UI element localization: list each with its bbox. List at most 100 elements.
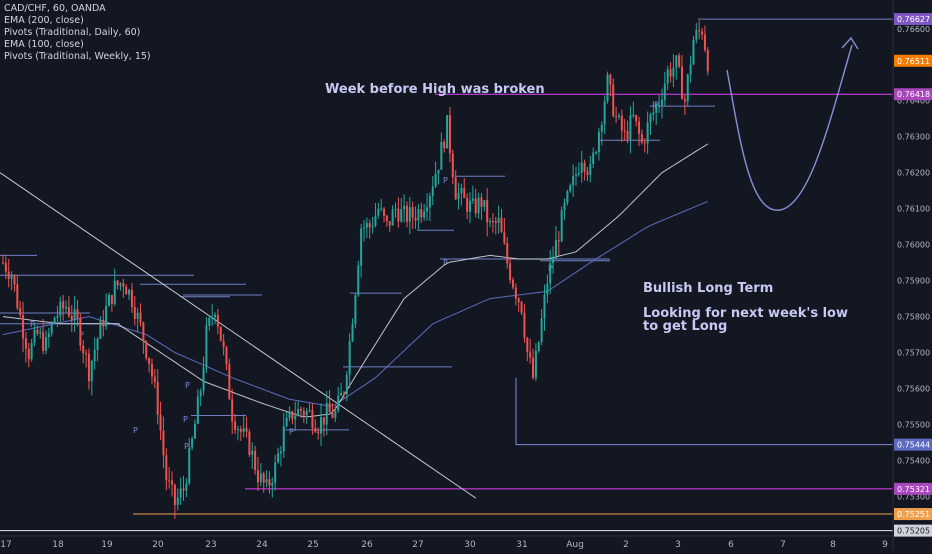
candle-body	[245, 428, 248, 432]
candle-body	[391, 209, 394, 226]
candle-body	[549, 263, 552, 284]
candle-body	[228, 364, 231, 400]
candle-body	[153, 376, 156, 383]
candle-body	[652, 112, 655, 115]
candle-body	[526, 337, 529, 353]
candle-body	[211, 317, 214, 319]
candle-body	[632, 114, 635, 116]
candle-body	[311, 410, 314, 429]
candle-body	[686, 74, 689, 102]
pivot-marker: P	[184, 442, 189, 451]
candle-body	[216, 314, 219, 327]
price-label-text: 0.75205	[897, 527, 930, 536]
ema200-line	[2, 200, 708, 407]
candle-body	[165, 455, 168, 481]
candle-body	[563, 202, 566, 211]
candle-body	[219, 326, 222, 341]
pivot-marker: P	[443, 176, 448, 185]
candle-body	[417, 209, 420, 221]
time-tick-label: 30	[464, 540, 476, 550]
candle-body	[666, 69, 669, 84]
time-tick-label: Aug	[566, 540, 584, 550]
candle-body	[400, 209, 403, 222]
time-tick-label: 6	[728, 540, 734, 550]
candle-body	[145, 341, 148, 358]
candle-body	[30, 342, 33, 360]
candle-body	[128, 289, 131, 295]
candle-body	[368, 222, 371, 228]
candle-body	[254, 450, 257, 471]
candle-body	[489, 221, 492, 223]
candle-body	[176, 497, 179, 505]
price-tick-label: 0.76100	[897, 205, 930, 214]
candle-body	[509, 263, 512, 280]
candle-body	[50, 322, 53, 334]
candle-body	[259, 473, 262, 483]
candle-body	[90, 361, 93, 382]
candle-body	[305, 410, 308, 416]
candle-body	[692, 39, 695, 65]
candle-body	[577, 173, 580, 175]
time-tick-label: 19	[101, 540, 113, 550]
candle-body	[119, 283, 122, 286]
time-tick-label: 20	[152, 540, 164, 550]
candle-body	[282, 426, 285, 452]
candle-body	[173, 484, 176, 505]
price-label-text: 0.75321	[897, 485, 930, 494]
candle-body	[600, 124, 603, 132]
time-tick-label: 9	[882, 540, 888, 550]
candle-body	[231, 399, 234, 422]
time-tick-label: 31	[516, 540, 527, 550]
candle-body	[334, 410, 337, 418]
projection-arrowhead	[841, 36, 859, 50]
price-label-badge	[894, 438, 932, 451]
candle-body	[394, 208, 397, 210]
candle-body	[411, 207, 414, 218]
candle-body	[205, 325, 208, 368]
time-tick-label: 7	[780, 540, 786, 550]
candle-body	[320, 417, 323, 434]
candle-body	[698, 30, 701, 32]
candle-body	[79, 318, 82, 346]
candle-body	[42, 332, 45, 351]
candle-body	[640, 133, 643, 143]
candle-body	[65, 306, 68, 309]
time-tick-label: 24	[256, 540, 268, 550]
candle-body	[44, 337, 47, 351]
pivot-marker: P	[289, 428, 294, 437]
candle-body	[322, 417, 325, 425]
candle-body	[325, 403, 328, 425]
candle-body	[440, 141, 443, 170]
candle-body	[609, 74, 612, 85]
candle-body	[603, 101, 606, 125]
candle-body	[540, 318, 543, 343]
candle-body	[678, 55, 681, 67]
candle-body	[162, 430, 165, 456]
candle-body	[199, 390, 202, 397]
time-tick-label: 27	[412, 540, 423, 550]
candle-body	[606, 74, 609, 102]
candle-body	[514, 287, 517, 299]
candle-body	[520, 302, 523, 313]
candle-body	[575, 174, 577, 177]
candle-body	[623, 130, 626, 132]
price-axis-bg	[893, 0, 932, 550]
candle-body	[251, 450, 254, 456]
candle-body	[615, 116, 618, 118]
candle-body	[142, 322, 145, 342]
candle-body	[655, 105, 658, 113]
candle-body	[191, 438, 194, 448]
price-label-badge	[894, 13, 932, 26]
candle-body	[380, 208, 383, 210]
legend-symbol: CAD/CHF, 60, OANDA	[4, 3, 106, 14]
candle-body	[569, 185, 572, 192]
candle-body	[171, 480, 174, 485]
candle-body	[703, 34, 706, 51]
candle-body	[371, 225, 374, 228]
candle-body	[554, 240, 557, 259]
candle-body	[629, 115, 632, 140]
price-tick-label: 0.75400	[897, 456, 930, 465]
candle-body	[279, 451, 282, 454]
